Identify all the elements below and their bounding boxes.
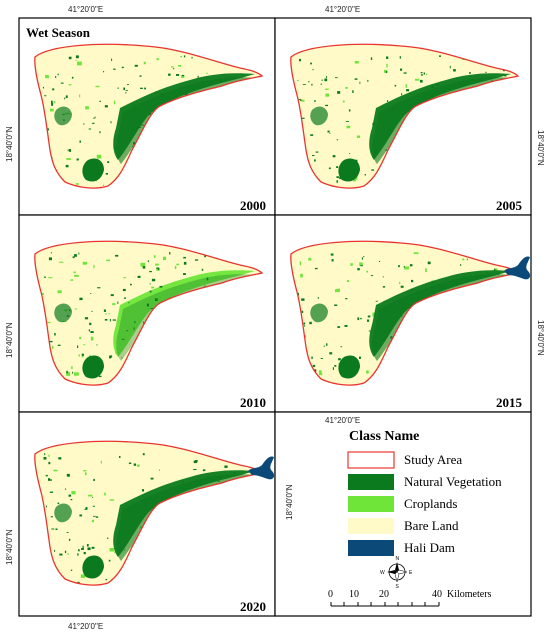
- legend-label-study-area: Study Area: [404, 452, 462, 467]
- legend-swatch-hali-dam: [348, 540, 394, 556]
- scale-unit: Kilometers: [447, 589, 492, 600]
- scale-bar: 0 10 20 40 Kilometers: [328, 589, 492, 607]
- year-label-2005: 2005: [496, 198, 523, 213]
- hali-dam-icon-2020: [248, 456, 275, 480]
- scale-tick-10: 10: [349, 589, 359, 600]
- coord-label-mid-right: 41°20'0"E: [325, 416, 360, 425]
- season-label: Wet Season: [26, 25, 91, 40]
- panel-map-2000: [34, 43, 264, 189]
- coord-label-left-3: 18°40'0"N: [5, 529, 14, 565]
- legend-label-croplands: Croplands: [404, 496, 457, 511]
- year-label-2020: 2020: [240, 599, 266, 614]
- coord-label-left-1: 18°40'0"N: [5, 126, 14, 162]
- legend-swatch-bare-land: [348, 518, 394, 534]
- compass-n: N: [396, 556, 400, 562]
- coord-label-top-left: 41°20'0"E: [68, 5, 103, 14]
- year-label-2000: 2000: [240, 198, 266, 213]
- legend-swatch-croplands: [348, 496, 394, 512]
- north-arrow-icon: N S E W: [380, 556, 413, 590]
- coord-label-bottom: 41°20'0"E: [68, 622, 103, 631]
- legend-label-hali-dam: Hali Dam: [404, 540, 455, 555]
- scale-tick-20: 20: [379, 589, 389, 600]
- coord-label-left-2: 18°40'0"N: [5, 322, 14, 358]
- coord-label-right-3: 18°40'0"N: [285, 484, 294, 520]
- scale-tick-40: 40: [432, 589, 442, 600]
- compass-e: E: [409, 570, 413, 576]
- legend-label-natural-vegetation: Natural Vegetation: [404, 474, 502, 489]
- legend-title: Class Name: [349, 429, 419, 444]
- compass-s: S: [396, 584, 400, 590]
- panel-map-2010: [34, 240, 264, 386]
- coord-label-top-right: 41°20'0"E: [325, 5, 360, 14]
- legend-swatch-natural-vegetation: [348, 474, 394, 490]
- panel-map-2015: [290, 240, 531, 386]
- compass-w: W: [380, 570, 385, 576]
- year-label-2010: 2010: [240, 395, 266, 410]
- coord-label-right-1: 18°40'0"N: [536, 130, 545, 166]
- panel-map-2020: [34, 440, 275, 586]
- year-label-2015: 2015: [496, 395, 523, 410]
- scale-tick-0: 0: [328, 589, 333, 600]
- coord-label-right-2: 18°40'0"N: [536, 320, 545, 356]
- legend-swatch-study-area: [347, 451, 395, 469]
- legend-label-bare-land: Bare Land: [404, 518, 459, 533]
- hali-dam-icon-2015: [504, 256, 531, 280]
- legend: Class Name Study Area Natural Vegetation…: [347, 429, 502, 556]
